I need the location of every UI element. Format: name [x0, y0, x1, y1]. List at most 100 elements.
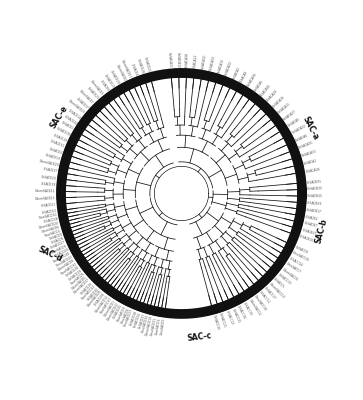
- Text: GrSACB35: GrSACB35: [307, 179, 322, 184]
- Text: GmuSACD17: GmuSACD17: [123, 309, 135, 328]
- Text: GdomSACE20: GdomSACE20: [38, 159, 59, 168]
- Text: GhSACC21: GhSACC21: [218, 312, 227, 329]
- Text: GhSACD25: GhSACD25: [112, 303, 123, 320]
- Text: GrSACD6: GrSACD6: [50, 236, 65, 245]
- Text: GrSACC26: GrSACC26: [236, 305, 247, 320]
- Text: GhSACA5: GhSACA5: [287, 117, 301, 128]
- Text: SAC-d: SAC-d: [37, 245, 64, 264]
- Text: GrSACE19: GrSACE19: [53, 133, 68, 143]
- Text: GhSACB17: GhSACB17: [306, 208, 322, 214]
- Text: SAC-c: SAC-c: [186, 331, 212, 343]
- Text: GhSACA22: GhSACA22: [224, 60, 234, 77]
- Text: GrSACB39: GrSACB39: [307, 201, 322, 206]
- Text: GbSACA33: GbSACA33: [301, 149, 317, 158]
- Text: GdomSACC6: GdomSACC6: [281, 267, 298, 282]
- Text: GhSACC8: GhSACC8: [295, 245, 309, 254]
- Text: GdomSACD26: GdomSACD26: [87, 289, 103, 308]
- Text: GdomSACD8: GdomSACD8: [58, 258, 76, 272]
- Text: GhSACC35: GhSACC35: [212, 314, 220, 331]
- Text: GtSACA9: GtSACA9: [239, 70, 249, 84]
- Text: GbarSACD12: GbarSACD12: [81, 284, 97, 301]
- Text: GrSACD13: GrSACD13: [41, 209, 57, 215]
- Text: GhSACE23: GhSACE23: [143, 56, 151, 72]
- Text: GbSACA12: GbSACA12: [176, 52, 181, 68]
- Text: SAC-e: SAC-e: [48, 104, 69, 130]
- Text: SAC-a: SAC-a: [301, 114, 320, 141]
- Text: GrSACC13: GrSACC13: [224, 310, 234, 326]
- Text: GrSACC24: GrSACC24: [289, 256, 303, 268]
- Text: GhSACE20: GhSACE20: [109, 70, 121, 85]
- Text: GrSACD20: GrSACD20: [54, 248, 70, 258]
- Text: GhSACE37: GhSACE37: [76, 96, 90, 110]
- Text: GdomSACD6: GdomSACD6: [41, 225, 61, 234]
- Text: GhSACE19: GhSACE19: [45, 153, 61, 161]
- Text: GdomSACD22: GdomSACD22: [106, 301, 120, 321]
- Text: GhSACD9: GhSACD9: [48, 233, 63, 241]
- Text: GdomSACD5: GdomSACD5: [72, 275, 88, 291]
- Text: GbSACA32: GbSACA32: [201, 54, 208, 70]
- Text: GmuSACC30: GmuSACC30: [253, 294, 268, 312]
- Text: GtSACA18: GtSACA18: [305, 167, 321, 174]
- Text: GtSACA13: GtSACA13: [193, 53, 199, 69]
- Text: GhSACE13: GhSACE13: [103, 74, 115, 89]
- Text: GbarSACD32: GbarSACD32: [60, 262, 78, 276]
- Circle shape: [155, 167, 208, 220]
- Text: GdomSACD12: GdomSACD12: [94, 294, 110, 314]
- Text: GhSACE38: GhSACE38: [55, 126, 71, 137]
- Text: GrSACB37: GrSACB37: [301, 228, 317, 236]
- Text: GrSACB10: GrSACB10: [299, 235, 315, 244]
- Text: GrSACE14: GrSACE14: [67, 108, 82, 120]
- Text: GdomSACC4: GdomSACC4: [248, 298, 261, 316]
- Text: GhSACB30: GhSACB30: [307, 187, 323, 191]
- Text: GmuSACD31: GmuSACD31: [150, 316, 158, 336]
- Text: GhSACC33: GhSACC33: [277, 272, 292, 286]
- Text: GhSACD38: GhSACD38: [129, 310, 138, 327]
- Text: GdomSACE7: GdomSACE7: [79, 89, 95, 105]
- Text: GdomSACD20: GdomSACD20: [38, 221, 60, 230]
- Text: GrSACD38: GrSACD38: [43, 217, 59, 224]
- Text: GhSACE23: GhSACE23: [41, 175, 57, 180]
- Text: GdomSACD19: GdomSACD19: [145, 315, 154, 337]
- Text: GmuSACD6: GmuSACD6: [120, 307, 131, 324]
- Text: GbSACA36: GbSACA36: [246, 72, 258, 88]
- Text: GhSACD27: GhSACD27: [50, 240, 66, 250]
- Text: GhSACA35: GhSACA35: [298, 141, 314, 150]
- Text: GhSACD29: GhSACD29: [68, 269, 83, 282]
- Text: GhSACE23: GhSACE23: [86, 86, 99, 101]
- Text: GbarSACD28: GbarSACD28: [53, 252, 72, 264]
- Text: GhSACA5: GhSACA5: [253, 79, 265, 92]
- Text: GhSACD37: GhSACD37: [138, 313, 146, 330]
- Text: GhSACA33: GhSACA33: [209, 55, 216, 72]
- Text: GdomSACE11: GdomSACE11: [35, 189, 56, 194]
- Text: GdomSACD37: GdomSACD37: [73, 278, 91, 295]
- Text: GhSACD28: GhSACD28: [65, 265, 81, 278]
- Text: GhSACD24: GhSACD24: [133, 312, 142, 328]
- Text: GhSACA2: GhSACA2: [232, 66, 241, 80]
- Text: GbarSACD1: GbarSACD1: [155, 317, 162, 335]
- Text: GhSACE4: GhSACE4: [49, 147, 63, 155]
- Text: GbarSACD1: GbarSACD1: [44, 229, 62, 238]
- Text: GhSACA26: GhSACA26: [272, 95, 286, 109]
- Text: GhSACB7: GhSACB7: [303, 222, 318, 229]
- Text: GbSACA27: GbSACA27: [282, 109, 297, 122]
- Text: GhSACC5: GhSACC5: [273, 277, 286, 290]
- Text: GdomSACC10: GdomSACC10: [268, 282, 285, 300]
- Text: GrSACE4: GrSACE4: [130, 63, 138, 77]
- Text: GhSACC31: GhSACC31: [231, 308, 241, 324]
- Text: GbarSACD6: GbarSACD6: [70, 272, 86, 286]
- Text: GdomSACE13: GdomSACE13: [35, 196, 56, 201]
- Text: GdomSACD1: GdomSACD1: [103, 299, 117, 317]
- Text: GrSACC15: GrSACC15: [242, 302, 253, 317]
- Text: GbarSACD5: GbarSACD5: [116, 305, 127, 322]
- Text: GdomSACE17: GdomSACE17: [121, 59, 132, 79]
- Text: GrSACE24: GrSACE24: [63, 114, 78, 126]
- Text: GrSACE6: GrSACE6: [99, 79, 110, 92]
- Text: GbarSACD5: GbarSACD5: [50, 244, 68, 255]
- Text: GdomSACE23: GdomSACE23: [67, 99, 86, 115]
- Text: GhSACA1: GhSACA1: [303, 158, 318, 166]
- Text: GmuSACD5: GmuSACD5: [160, 318, 166, 336]
- Text: GrSACE21: GrSACE21: [41, 202, 56, 208]
- Text: SAC-b: SAC-b: [314, 217, 329, 244]
- Text: GdomSACE2: GdomSACE2: [114, 64, 126, 82]
- Text: GrSACD38: GrSACD38: [94, 292, 106, 307]
